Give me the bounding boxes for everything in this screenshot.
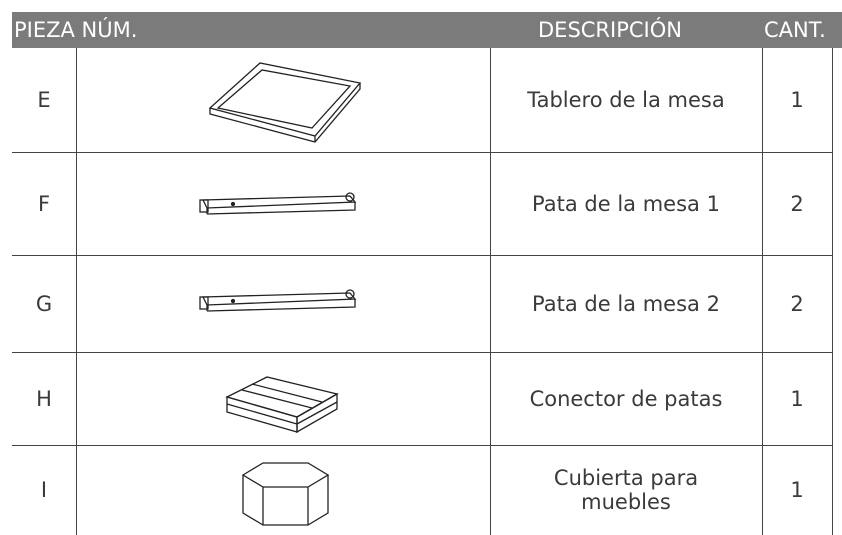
cell-quantity: 1 <box>790 88 804 112</box>
border <box>490 48 491 535</box>
border <box>12 352 832 353</box>
border <box>12 445 832 446</box>
leg-icon <box>199 192 357 215</box>
border <box>832 48 833 535</box>
cell-quantity: 1 <box>790 386 804 411</box>
cell-part: H <box>36 386 52 411</box>
cell-quantity: 2 <box>790 191 804 216</box>
col-header: DESCRIPCIÓN <box>538 18 682 42</box>
cell-description: Conector de patas <box>529 386 723 411</box>
cell-description: Tablero de la mesa <box>527 88 725 112</box>
tabletop-icon <box>208 62 362 143</box>
cell-part: I <box>40 478 48 502</box>
cell-description: Pata de la mesa 2 <box>532 291 720 316</box>
border <box>76 48 77 535</box>
leg-icon <box>199 289 357 312</box>
cell-description: Cubierta para muebles <box>553 466 699 514</box>
cell-part: G <box>35 291 53 316</box>
border <box>12 152 832 153</box>
border <box>762 48 763 535</box>
col-header: CANT. <box>764 18 826 42</box>
cover-icon <box>241 462 330 526</box>
cell-description: Pata de la mesa 1 <box>532 191 720 216</box>
cell-quantity: 1 <box>790 478 804 502</box>
border <box>12 255 832 256</box>
cell-part: E <box>37 88 51 112</box>
cell-quantity: 2 <box>790 291 804 316</box>
header-bar <box>12 12 842 48</box>
cell-part: F <box>37 191 51 216</box>
connector-icon <box>225 376 339 434</box>
col-header: PIEZA NÚM. <box>14 18 138 42</box>
